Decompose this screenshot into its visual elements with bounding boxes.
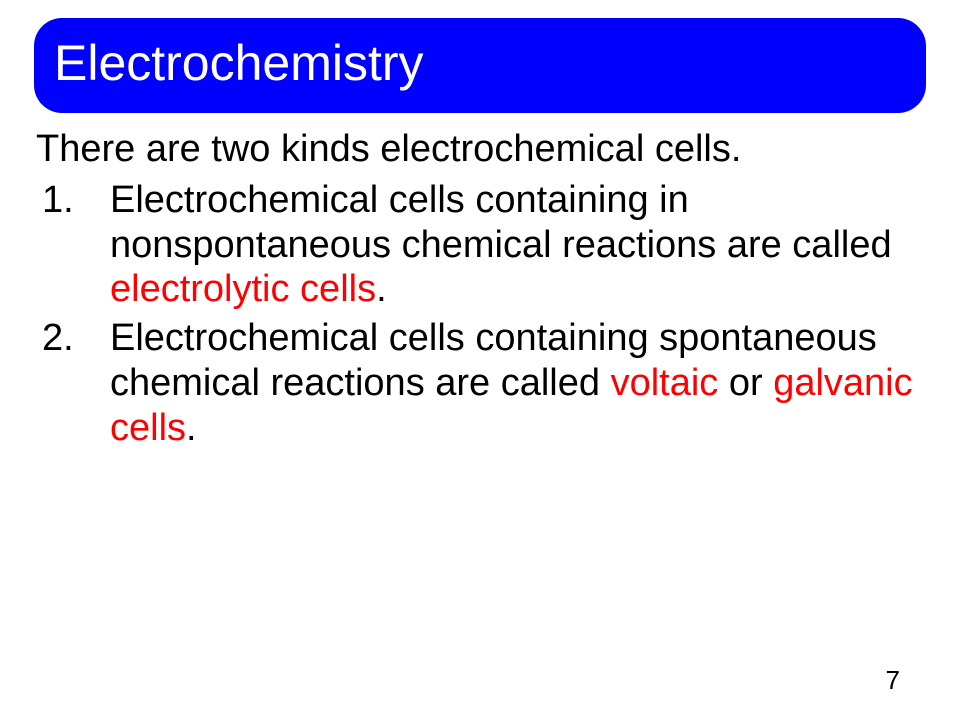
title-box: Electrochemistry [34,18,926,113]
list-number: 1. [36,178,110,223]
text-run: . [376,268,387,310]
numbered-list: 1. Electrochemical cells containing in n… [36,178,924,451]
page-number: 7 [886,665,900,696]
list-item: 1. Electrochemical cells containing in n… [36,178,924,312]
text-run: . [186,407,197,449]
slide: Electrochemistry There are two kinds ele… [0,0,960,720]
list-content: Electrochemical cells containing in nons… [110,178,924,312]
text-run: Electrochemical cells containing in nons… [110,179,892,266]
highlight-text: voltaic [611,362,719,404]
slide-title: Electrochemistry [54,36,906,91]
body-area: There are two kinds electrochemical cell… [34,127,926,451]
list-number: 2. [36,316,110,361]
highlight-text: electrolytic cells [110,268,376,310]
list-content: Electrochemical cells containing spontan… [110,316,924,450]
list-item: 2. Electrochemical cells containing spon… [36,316,924,450]
text-run: or [718,362,773,404]
intro-text: There are two kinds electrochemical cell… [36,127,924,172]
